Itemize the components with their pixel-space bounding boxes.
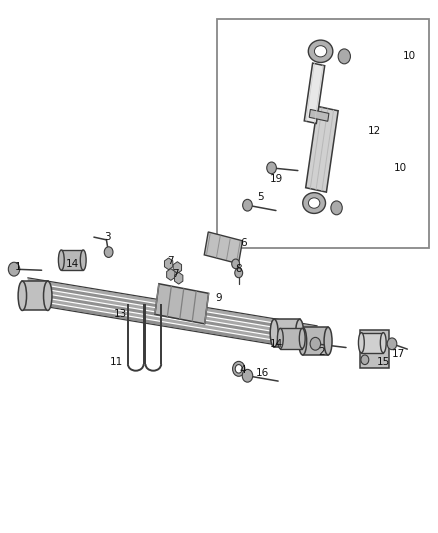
Polygon shape xyxy=(309,109,329,122)
Ellipse shape xyxy=(58,250,64,270)
Polygon shape xyxy=(360,330,389,368)
Text: 14: 14 xyxy=(66,259,79,269)
Ellipse shape xyxy=(43,281,52,310)
Ellipse shape xyxy=(324,327,332,355)
Circle shape xyxy=(233,361,245,376)
Ellipse shape xyxy=(380,333,386,353)
Circle shape xyxy=(361,355,369,365)
Text: 16: 16 xyxy=(256,368,269,378)
Ellipse shape xyxy=(303,192,325,213)
Circle shape xyxy=(243,199,252,211)
Ellipse shape xyxy=(308,40,333,62)
Ellipse shape xyxy=(270,319,278,347)
Text: 10: 10 xyxy=(394,163,407,173)
Polygon shape xyxy=(361,333,383,353)
Text: 1: 1 xyxy=(15,262,22,271)
Circle shape xyxy=(331,201,342,215)
Circle shape xyxy=(232,259,240,269)
Ellipse shape xyxy=(314,46,327,57)
Circle shape xyxy=(104,247,113,257)
Polygon shape xyxy=(61,250,83,270)
Circle shape xyxy=(235,268,243,278)
Polygon shape xyxy=(155,284,208,324)
Ellipse shape xyxy=(80,250,86,270)
Text: 3: 3 xyxy=(104,232,111,242)
Text: 14: 14 xyxy=(269,339,283,349)
Text: 7: 7 xyxy=(172,270,179,279)
Polygon shape xyxy=(204,232,243,264)
Text: 13: 13 xyxy=(114,310,127,319)
Circle shape xyxy=(310,337,321,350)
Circle shape xyxy=(338,49,350,64)
Polygon shape xyxy=(304,63,325,124)
Text: 17: 17 xyxy=(392,350,405,359)
Ellipse shape xyxy=(299,328,305,349)
Polygon shape xyxy=(274,319,300,347)
Polygon shape xyxy=(306,107,338,192)
Ellipse shape xyxy=(277,328,283,349)
Circle shape xyxy=(242,369,253,382)
Circle shape xyxy=(267,162,276,174)
Text: 12: 12 xyxy=(368,126,381,135)
Text: 7: 7 xyxy=(167,256,174,266)
Ellipse shape xyxy=(308,198,320,208)
Ellipse shape xyxy=(299,327,307,355)
Polygon shape xyxy=(280,328,302,349)
Polygon shape xyxy=(303,327,328,355)
Text: 9: 9 xyxy=(215,294,223,303)
Ellipse shape xyxy=(18,281,27,310)
Text: 15: 15 xyxy=(377,358,390,367)
Circle shape xyxy=(387,338,397,350)
Text: 4: 4 xyxy=(240,366,247,375)
Bar xyxy=(217,19,429,248)
Ellipse shape xyxy=(358,333,364,353)
Circle shape xyxy=(8,262,20,276)
Circle shape xyxy=(235,365,242,373)
Text: 11: 11 xyxy=(110,358,123,367)
Text: 8: 8 xyxy=(235,264,242,274)
Text: 5: 5 xyxy=(257,192,264,202)
Text: 10: 10 xyxy=(403,51,416,61)
Ellipse shape xyxy=(296,319,304,347)
Text: 19: 19 xyxy=(269,174,283,183)
Polygon shape xyxy=(22,281,48,310)
Text: 6: 6 xyxy=(240,238,247,247)
Text: 2: 2 xyxy=(318,347,325,357)
